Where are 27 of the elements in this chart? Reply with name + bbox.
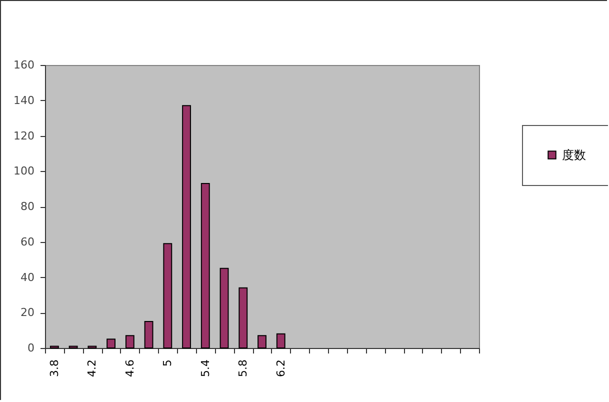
bar	[163, 243, 172, 348]
bar	[200, 183, 210, 348]
bar	[238, 287, 248, 348]
x-tick-label: 4.6	[123, 360, 136, 377]
bar	[182, 105, 191, 348]
legend-label: 度数	[562, 148, 586, 162]
y-tick-label: 40	[20, 270, 34, 284]
x-tick-label: 3.8	[48, 360, 61, 377]
bar	[125, 335, 134, 348]
bar	[258, 335, 266, 348]
y-tick-label: 60	[20, 235, 34, 248]
y-tick-label: 140	[14, 94, 34, 107]
bar	[144, 320, 154, 348]
x-tick-label: 5.8	[236, 360, 250, 377]
y-tick-label: 100	[14, 164, 34, 178]
x-tick-label: 4.2	[86, 360, 99, 377]
x-tick-label: 5.4	[198, 360, 212, 377]
bar	[276, 333, 286, 348]
x-tick-label: 5	[161, 360, 174, 366]
x-tick-label: 6.2	[274, 360, 288, 377]
y-tick-label: 0	[28, 342, 34, 354]
y-tick-label: 80	[20, 200, 34, 213]
bar	[106, 338, 116, 348]
y-tick-label: 20	[20, 306, 34, 320]
bar	[220, 268, 229, 348]
y-tick-label: 160	[14, 58, 34, 72]
y-tick-label: 120	[14, 129, 34, 142]
